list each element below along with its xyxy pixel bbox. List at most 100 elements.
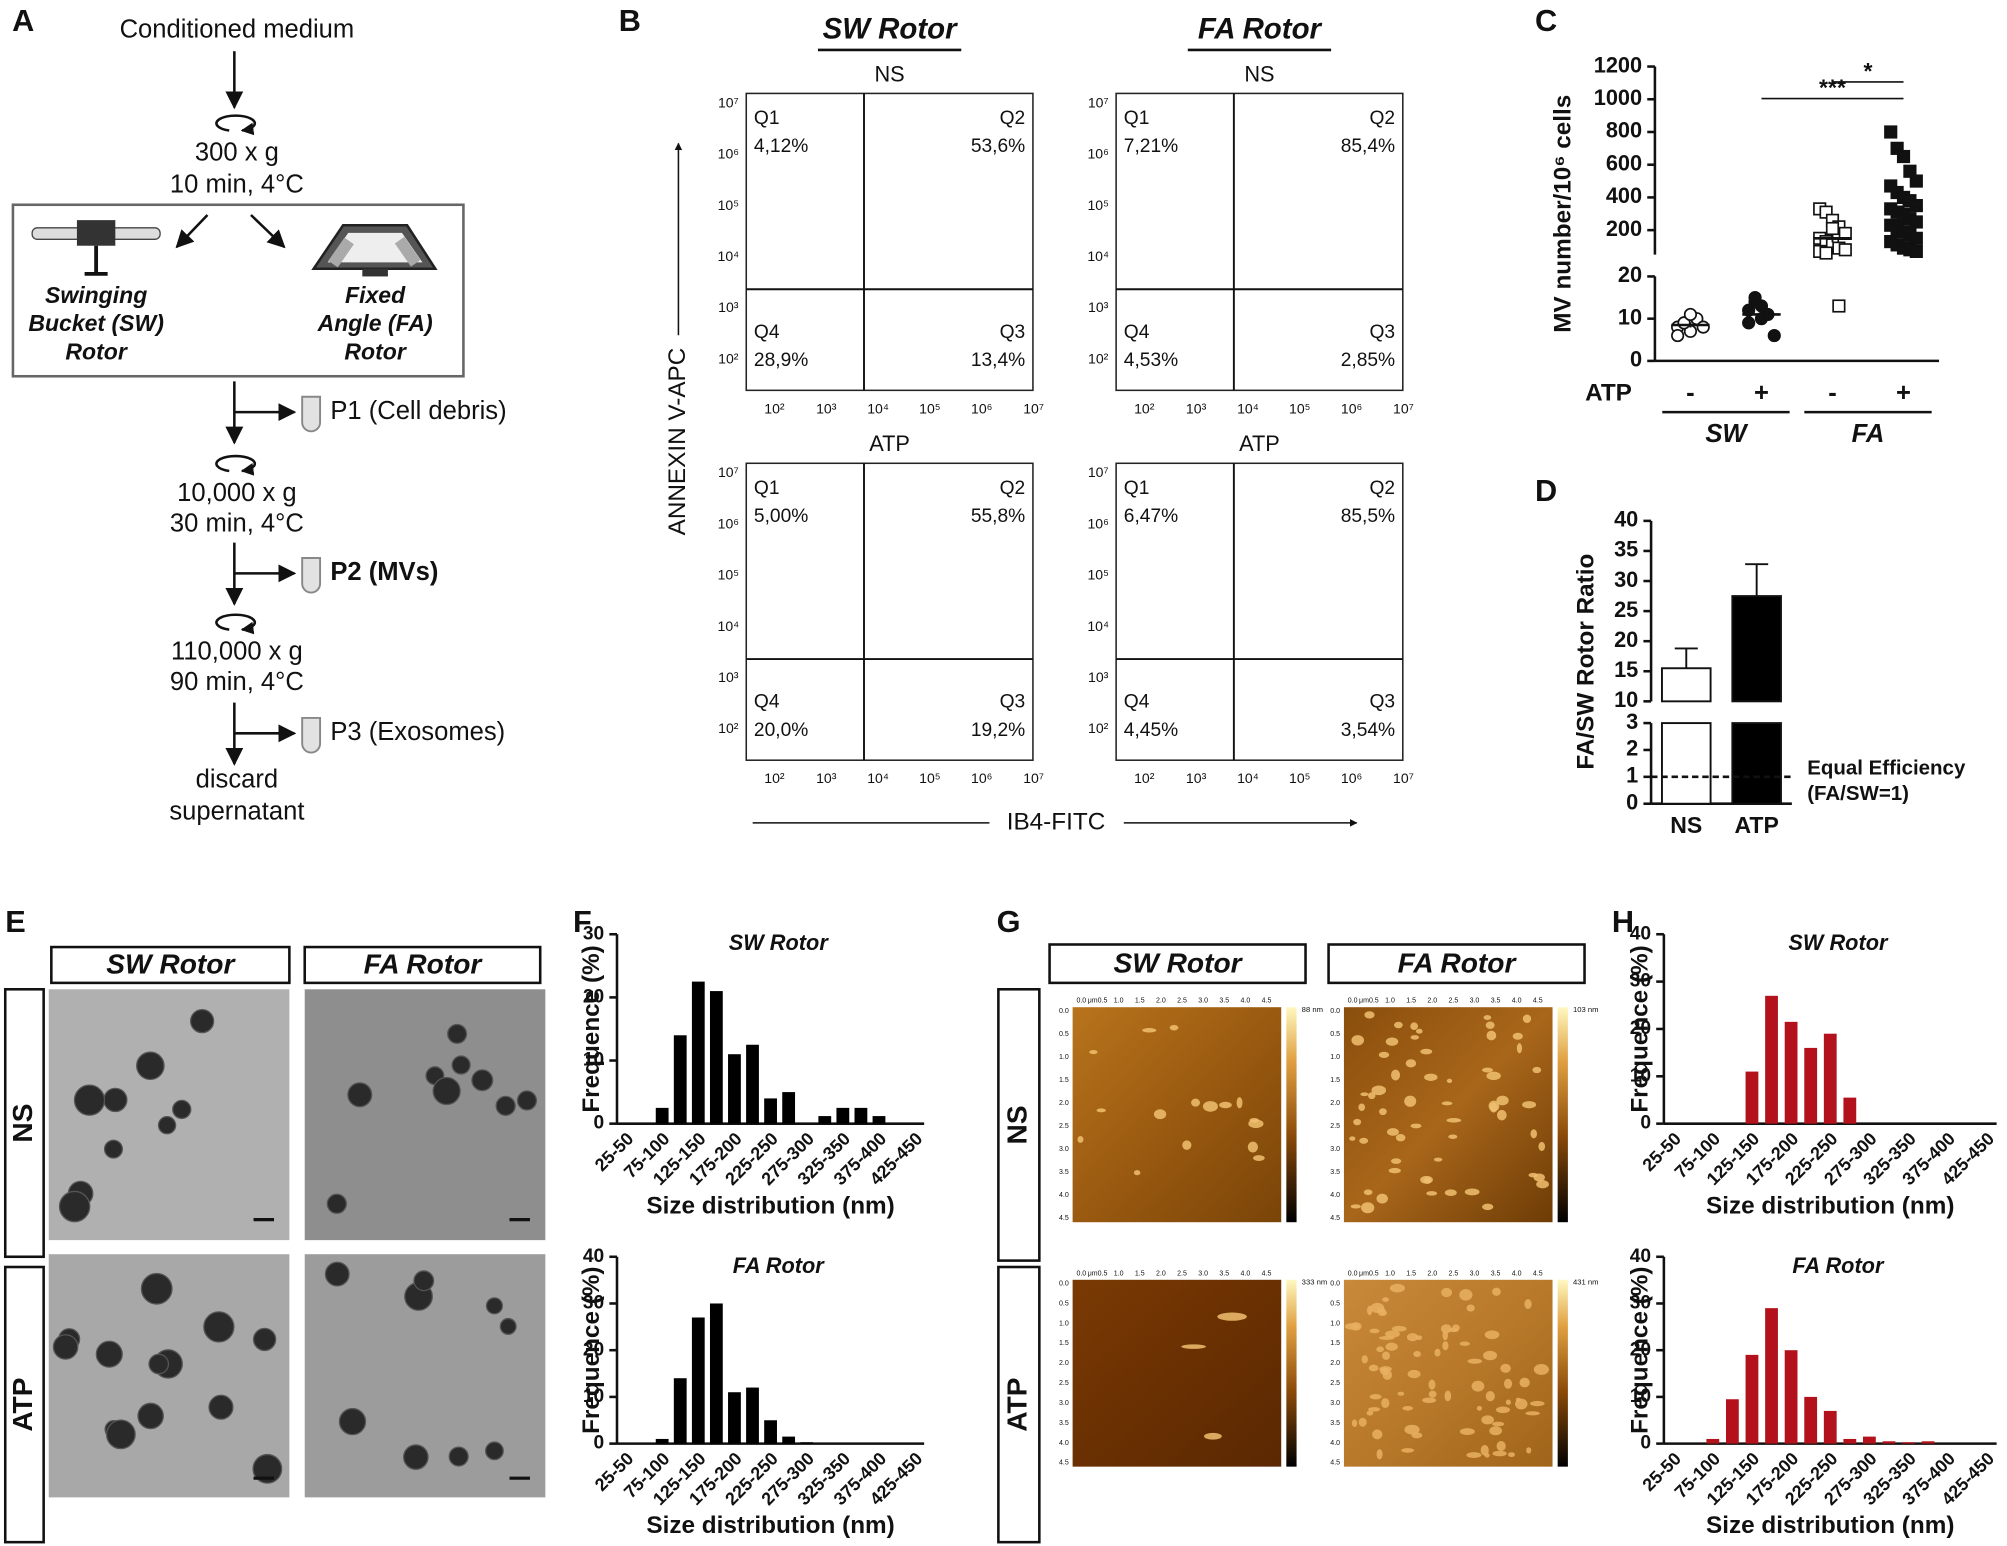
- quadrant-percent: 19,2%: [971, 720, 1025, 741]
- afm-feature: [1406, 1333, 1419, 1342]
- afm-feature: [1096, 1108, 1106, 1113]
- x-tick-label: 10²: [764, 400, 785, 416]
- bar: [1784, 1021, 1798, 1124]
- afm-y-tick: 1.5: [1330, 1077, 1340, 1084]
- row-label: ATP: [7, 1377, 38, 1431]
- afm-x-tick: 4.0: [1512, 1270, 1522, 1277]
- afm-x-tick: 4.5: [1262, 998, 1272, 1005]
- afm-x-tick: μm0.5: [1088, 998, 1108, 1005]
- x-tick-label: 10⁴: [1237, 770, 1259, 786]
- data-point: [1909, 244, 1923, 258]
- afm-feature: [1182, 1140, 1192, 1150]
- y-tick-label: 10⁶: [1087, 146, 1108, 162]
- x-tick-label: NS: [1670, 812, 1702, 838]
- y-tick-label: 10³: [718, 299, 739, 315]
- x-tick-label: 10⁷: [1023, 770, 1044, 786]
- afm-feature: [1512, 1032, 1523, 1040]
- y-tick-label: 1: [1626, 763, 1638, 788]
- bar: [1862, 1436, 1876, 1444]
- afm-feature: [1344, 1323, 1360, 1330]
- y-tick-label: 10⁴: [717, 248, 739, 264]
- afm-feature: [1395, 1134, 1406, 1142]
- afm-y-tick: 2.0: [1059, 1100, 1069, 1107]
- vesicle: [103, 1087, 128, 1113]
- reference-label: Equal Efficiency: [1807, 757, 1966, 780]
- row-box: [997, 1265, 1041, 1544]
- afm-x-tick: 2.5: [1177, 998, 1187, 1005]
- afm-feature: [1376, 1193, 1388, 1204]
- bar: [782, 1092, 796, 1124]
- data-point: [1909, 215, 1923, 229]
- y-tick-label: 600: [1606, 150, 1642, 175]
- data-point: [1767, 328, 1781, 343]
- quadrant-percent: 4,12%: [754, 136, 808, 157]
- afm-feature: [1388, 1167, 1401, 1174]
- bar: [1784, 1350, 1798, 1444]
- panel-label: A: [12, 3, 34, 38]
- y-tick-label: 10⁴: [1087, 618, 1109, 634]
- row-box: [997, 988, 1041, 1262]
- reference-label: (FA/SW=1): [1807, 782, 1909, 805]
- afm-feature: [1444, 1390, 1452, 1402]
- quadrant-name: Q3: [1000, 692, 1026, 713]
- quadrant-percent: 4,53%: [1124, 350, 1178, 371]
- fraction-label: P3 (Exosomes): [330, 718, 505, 746]
- header-label: FA Rotor: [1398, 947, 1518, 978]
- data-point: [1909, 174, 1923, 188]
- x-tick-label: 10⁶: [971, 770, 992, 786]
- afm-feature: [1169, 1024, 1179, 1031]
- x-tick-label: +: [1754, 379, 1769, 407]
- y-tick-label: 1000: [1594, 85, 1642, 110]
- arrow: [250, 214, 286, 249]
- header-label: SW Rotor: [106, 949, 236, 980]
- vesicle: [52, 1334, 79, 1360]
- condition-label: ATP: [869, 431, 910, 456]
- vesicle: [485, 1441, 504, 1461]
- afm-y-tick: 4.0: [1059, 1440, 1069, 1447]
- afm-feature: [1381, 1398, 1390, 1409]
- header-box: [50, 945, 291, 985]
- bar: [728, 1392, 741, 1444]
- x-tick-label: 10⁴: [867, 400, 889, 416]
- rotor-icon: [328, 237, 354, 268]
- bar: [1660, 667, 1712, 703]
- y-tick-label: 10⁶: [718, 146, 739, 162]
- rotor-label: Fixed: [345, 282, 406, 308]
- afm-feature: [1248, 1119, 1264, 1129]
- bar: [728, 1054, 741, 1124]
- x-tick-label: 10³: [816, 770, 837, 786]
- diagram-text: supernatant: [169, 797, 304, 825]
- afm-x-tick: 0.0: [1348, 998, 1358, 1005]
- data-point: [1696, 320, 1710, 334]
- afm-x-tick: 2.0: [1427, 998, 1437, 1005]
- y-tick-label: 20: [1618, 262, 1642, 287]
- quadrant-name: Q1: [1124, 108, 1150, 129]
- afm-y-tick: 1.0: [1059, 1320, 1069, 1327]
- afm-x-tick: 4.0: [1240, 1270, 1250, 1277]
- afm-feature: [1391, 1325, 1407, 1332]
- quadrant-name: Q4: [1124, 322, 1150, 343]
- y-tick-label: 40: [583, 1246, 604, 1267]
- afm-x-tick: 3.0: [1198, 1270, 1208, 1277]
- vesicle: [451, 1055, 471, 1075]
- quadrant-percent: 55,8%: [971, 506, 1025, 527]
- bar: [1731, 595, 1782, 703]
- afm-feature: [1492, 1450, 1507, 1457]
- y-tick-label: 0: [1640, 1433, 1651, 1454]
- vesicle: [140, 1272, 173, 1305]
- diagram-text: 10,000 x g: [177, 479, 296, 507]
- y-tick-label: 0: [1630, 347, 1642, 372]
- afm-feature: [1390, 1069, 1401, 1081]
- y-tick-label: 10²: [718, 720, 739, 736]
- afm-x-tick: 2.0: [1156, 998, 1166, 1005]
- afm-x-tick: 3.5: [1219, 998, 1229, 1005]
- quadrant-name: Q2: [1000, 478, 1026, 499]
- afm-y-tick: 4.5: [1330, 1215, 1340, 1222]
- x-tick-label: 10⁵: [919, 400, 940, 416]
- x-tick-label: 10⁵: [1289, 400, 1310, 416]
- afm-feature: [1486, 1071, 1501, 1081]
- afm-feature: [1434, 1348, 1441, 1357]
- afm-feature: [1532, 1066, 1542, 1074]
- panel-label: H: [1612, 904, 1634, 939]
- y-axis-label: Frequence (%): [578, 1266, 605, 1433]
